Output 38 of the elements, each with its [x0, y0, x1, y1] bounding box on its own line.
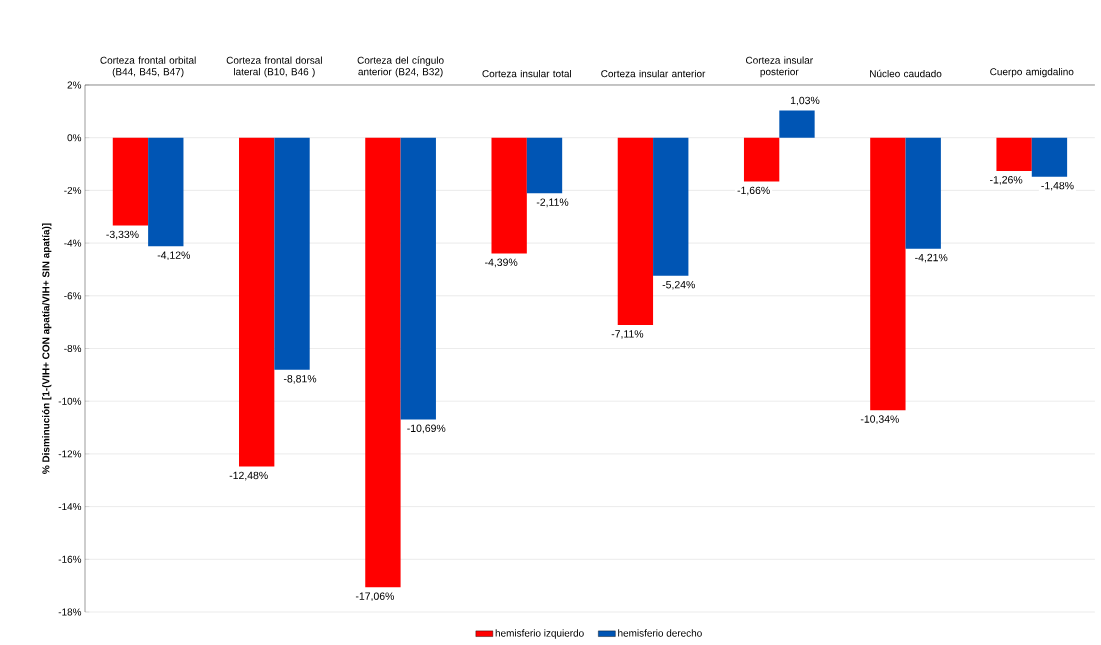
data-label: -5,24%	[662, 280, 695, 290]
data-label: 1,03%	[790, 96, 820, 106]
y-tick-label: -6%	[64, 292, 82, 300]
data-label: -8,81%	[283, 375, 317, 384]
data-label: -4,21%	[915, 253, 948, 263]
legend-label: hemisferio derecho	[618, 629, 702, 637]
y-tick-label: -14%	[58, 503, 82, 511]
data-label: -1,66%	[737, 186, 770, 196]
x-tick-label: Corteza insular posterior	[746, 56, 813, 78]
y-axis-title: % Disminución [1-(VIH+ CON apatía/VIH+ SIN apatía)]	[42, 223, 52, 474]
y-tick-label: -8%	[64, 344, 82, 353]
data-label: -1,48%	[1041, 181, 1074, 191]
x-tick-label: Corteza insular anterior	[601, 69, 706, 78]
data-label: -17,06%	[355, 592, 395, 602]
data-label: -4,12%	[157, 251, 190, 261]
data-label: -10,69%	[407, 424, 446, 434]
y-tick-label: -18%	[58, 608, 82, 616]
y-tick-label: -16%	[58, 555, 82, 563]
y-tick-label: -10%	[58, 397, 82, 405]
y-tick-label: -12%	[58, 450, 82, 458]
x-tick-label: Corteza frontal dorsal lateral (B10, B46 )	[226, 56, 322, 78]
data-label: -4,39%	[485, 258, 518, 268]
data-label: -3,33%	[106, 230, 139, 240]
legend-label: hemisferio izquierdo	[495, 629, 584, 639]
data-label: -7,11%	[611, 330, 644, 339]
x-tick-label: Corteza insular total	[482, 69, 571, 78]
data-label: -1,26%	[990, 176, 1023, 185]
data-label: -12,48%	[229, 471, 268, 481]
x-tick-label: Cuerpo amigdalino	[990, 67, 1074, 78]
data-label: -2,11%	[536, 198, 569, 208]
x-tick-label: Corteza frontal orbital (B44, B45, B47)	[100, 56, 196, 78]
data-label: -10,34%	[860, 415, 899, 424]
y-tick-label: 2%	[67, 81, 82, 89]
y-tick-label: -2%	[64, 186, 82, 194]
y-tick-label: -4%	[64, 239, 82, 247]
x-tick-label: Corteza del cíngulo anterior (B24, B32)	[357, 56, 444, 78]
x-tick-label: Núcleo caudado	[870, 69, 942, 78]
y-tick-label: 0%	[67, 134, 82, 142]
